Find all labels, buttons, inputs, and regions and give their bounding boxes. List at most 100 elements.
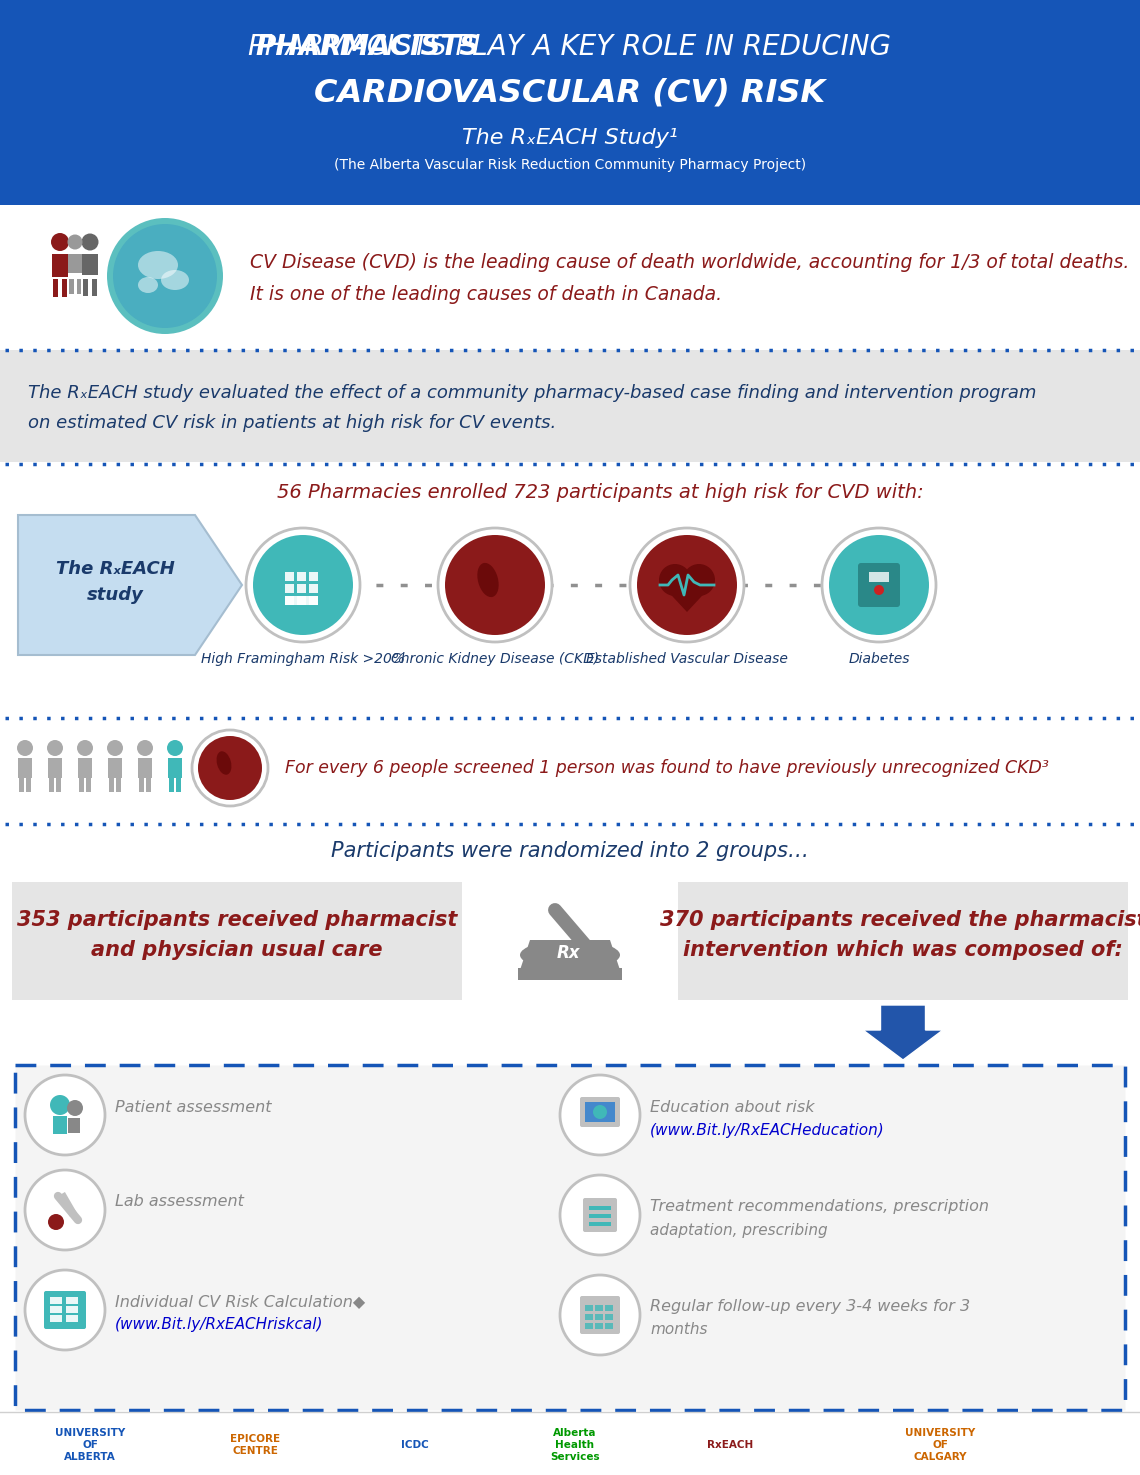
Text: The RₓEACH study evaluated the effect of a community pharmacy-based case finding: The RₓEACH study evaluated the effect of… — [28, 384, 1036, 403]
Text: Chronic Kidney Disease (CKD): Chronic Kidney Disease (CKD) — [391, 652, 598, 667]
Circle shape — [137, 740, 153, 757]
Text: For every 6 people screened 1 person was found to have previously unrecognized C: For every 6 people screened 1 person was… — [285, 760, 1049, 777]
Bar — [595, 1323, 603, 1329]
Bar — [285, 572, 294, 581]
Circle shape — [246, 528, 360, 642]
Bar — [605, 1323, 613, 1329]
Bar — [66, 1316, 78, 1322]
Bar — [50, 1316, 62, 1322]
FancyBboxPatch shape — [108, 758, 122, 777]
Bar — [285, 596, 294, 605]
Bar — [589, 1221, 611, 1226]
Circle shape — [822, 528, 936, 642]
Ellipse shape — [161, 270, 189, 291]
FancyBboxPatch shape — [168, 758, 182, 777]
FancyBboxPatch shape — [583, 1198, 617, 1232]
Ellipse shape — [217, 751, 231, 774]
FancyBboxPatch shape — [15, 1065, 1125, 1410]
FancyBboxPatch shape — [44, 1291, 86, 1329]
Text: EPICORE
CENTRE: EPICORE CENTRE — [230, 1434, 280, 1456]
Bar — [605, 1314, 613, 1320]
FancyBboxPatch shape — [580, 1097, 620, 1127]
Circle shape — [829, 535, 929, 636]
Bar — [176, 777, 181, 792]
Text: 353 participants received pharmacist: 353 participants received pharmacist — [17, 910, 457, 931]
Circle shape — [51, 233, 70, 251]
Circle shape — [445, 535, 545, 636]
Bar — [869, 572, 889, 583]
Circle shape — [25, 1170, 105, 1249]
Text: and physician usual care: and physician usual care — [91, 940, 383, 960]
Ellipse shape — [211, 743, 249, 792]
Circle shape — [25, 1270, 105, 1350]
Text: 370 participants received the pharmacist: 370 participants received the pharmacist — [660, 910, 1140, 931]
Circle shape — [25, 1075, 105, 1155]
Circle shape — [253, 535, 353, 636]
Text: ICDC: ICDC — [401, 1440, 429, 1450]
Text: Lab assessment: Lab assessment — [115, 1195, 244, 1209]
Text: Patient assessment: Patient assessment — [115, 1099, 271, 1115]
FancyBboxPatch shape — [858, 563, 899, 608]
Circle shape — [659, 563, 691, 596]
Text: PHARMACISTS: PHARMACISTS — [255, 32, 480, 60]
Circle shape — [67, 1100, 83, 1117]
Circle shape — [874, 586, 884, 594]
Bar — [68, 1118, 80, 1133]
Bar — [70, 279, 73, 294]
Text: High Framingham Risk >20%: High Framingham Risk >20% — [201, 652, 405, 667]
Bar — [0, 1004, 1140, 1425]
Text: adaptation, prescribing: adaptation, prescribing — [650, 1223, 828, 1238]
Ellipse shape — [478, 563, 498, 597]
Text: The RₓEACH
study: The RₓEACH study — [56, 560, 174, 603]
Circle shape — [107, 218, 223, 333]
Bar — [66, 1305, 78, 1313]
Text: Rx: Rx — [556, 944, 580, 962]
Ellipse shape — [467, 550, 522, 619]
Circle shape — [683, 563, 715, 596]
Bar — [595, 1314, 603, 1320]
Circle shape — [560, 1176, 640, 1255]
Circle shape — [113, 224, 217, 327]
Bar — [79, 777, 84, 792]
Bar — [139, 777, 144, 792]
Text: (www.Bit.ly/RxEACHeducation): (www.Bit.ly/RxEACHeducation) — [650, 1122, 885, 1137]
Bar — [62, 279, 67, 296]
Circle shape — [67, 235, 82, 249]
Text: (www.Bit.ly/RxEACHriskcal): (www.Bit.ly/RxEACHriskcal) — [115, 1317, 324, 1332]
Polygon shape — [18, 515, 242, 655]
Bar — [0, 350, 1140, 462]
Bar — [116, 777, 121, 792]
Text: Diabetes: Diabetes — [848, 652, 910, 667]
Text: (The Alberta Vascular Risk Reduction Community Pharmacy Project): (The Alberta Vascular Risk Reduction Com… — [334, 158, 806, 173]
Bar — [86, 777, 91, 792]
Bar — [678, 882, 1127, 1000]
Bar — [0, 878, 1140, 1004]
Bar — [309, 584, 318, 593]
Circle shape — [166, 740, 184, 757]
FancyBboxPatch shape — [48, 758, 62, 777]
Bar — [50, 1305, 62, 1313]
FancyBboxPatch shape — [580, 1297, 620, 1333]
Circle shape — [81, 233, 98, 251]
Bar — [589, 1214, 611, 1218]
Bar — [76, 279, 81, 294]
Bar — [0, 718, 1140, 822]
Text: Regular follow-up every 3-4 weeks for 3: Regular follow-up every 3-4 weeks for 3 — [650, 1299, 970, 1314]
FancyBboxPatch shape — [52, 254, 68, 276]
Bar — [58, 1192, 76, 1217]
FancyBboxPatch shape — [138, 758, 152, 777]
Bar — [298, 572, 306, 581]
Text: UNIVERSITY
OF
ALBERTA: UNIVERSITY OF ALBERTA — [55, 1428, 125, 1462]
Circle shape — [637, 535, 736, 636]
Text: It is one of the leading causes of death in Canada.: It is one of the leading causes of death… — [250, 286, 722, 304]
FancyBboxPatch shape — [82, 254, 98, 276]
Circle shape — [560, 1274, 640, 1356]
Text: PHARMACISTS PLAY A KEY ROLE IN REDUCING: PHARMACISTS PLAY A KEY ROLE IN REDUCING — [249, 32, 891, 60]
Bar — [0, 0, 1140, 205]
Bar — [298, 584, 306, 593]
Bar — [0, 825, 1140, 878]
Circle shape — [560, 1075, 640, 1155]
FancyBboxPatch shape — [68, 254, 82, 273]
Bar — [52, 1117, 67, 1134]
Bar — [309, 572, 318, 581]
